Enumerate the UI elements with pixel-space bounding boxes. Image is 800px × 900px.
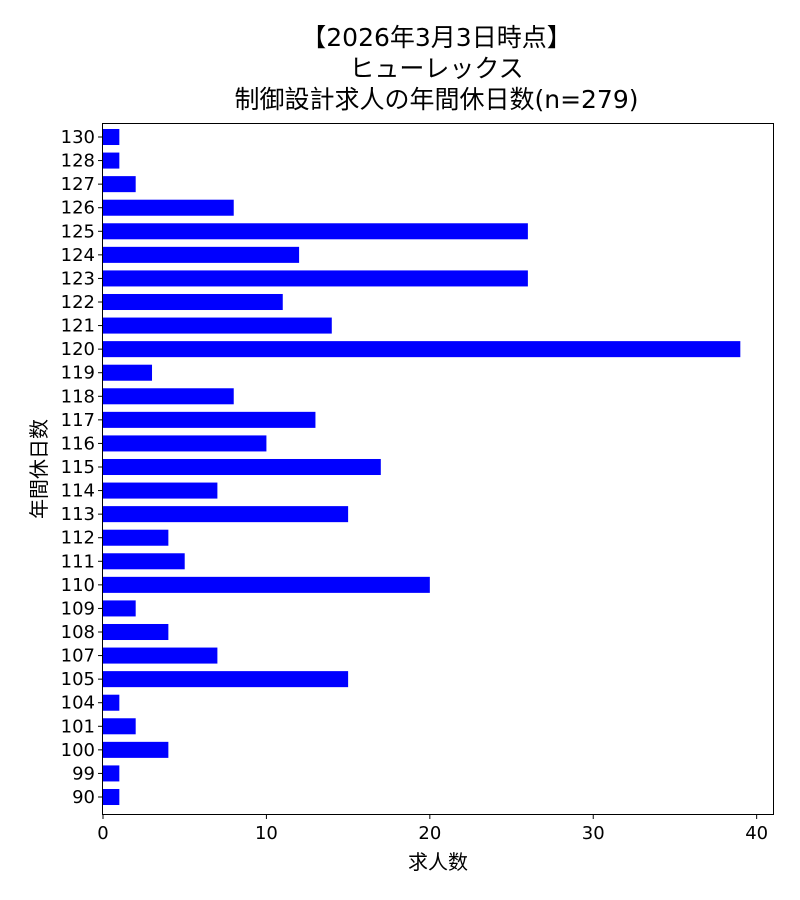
y-tick-label: 119 bbox=[61, 363, 95, 384]
bar-124 bbox=[103, 246, 300, 263]
y-tick-label: 128 bbox=[61, 151, 95, 172]
bar-110 bbox=[103, 576, 430, 593]
bar-113 bbox=[103, 506, 349, 523]
bar-115 bbox=[103, 458, 381, 476]
bar-122 bbox=[103, 293, 283, 311]
y-tick-label: 120 bbox=[61, 339, 95, 360]
y-tick-label: 90 bbox=[72, 787, 95, 808]
y-tick-label: 105 bbox=[61, 669, 95, 690]
title-line-3: 制御設計求人の年間休日数(n=279) bbox=[234, 85, 639, 114]
y-tick-label: 101 bbox=[61, 716, 95, 737]
y-tick-label: 108 bbox=[61, 622, 95, 643]
y-tick-label: 121 bbox=[61, 316, 95, 337]
bar-118 bbox=[103, 388, 234, 405]
plot-frame bbox=[102, 123, 774, 815]
y-tick-label: 107 bbox=[61, 646, 95, 667]
bar-123 bbox=[103, 270, 528, 287]
y-tick-label: 104 bbox=[61, 693, 95, 714]
bar-127 bbox=[103, 176, 136, 193]
y-tick-label: 123 bbox=[61, 268, 95, 289]
bar-105 bbox=[103, 671, 349, 688]
y-tick-label: 124 bbox=[61, 245, 95, 266]
bar-126 bbox=[103, 199, 234, 216]
x-tick-label: 30 bbox=[582, 823, 605, 844]
bar-111 bbox=[103, 553, 185, 570]
y-tick-label: 130 bbox=[61, 127, 95, 148]
bar-112 bbox=[103, 529, 169, 546]
bar-109 bbox=[103, 600, 136, 617]
bar-128 bbox=[103, 152, 120, 169]
bar-125 bbox=[103, 223, 528, 240]
bar-130 bbox=[103, 128, 120, 146]
bar-107 bbox=[103, 647, 218, 664]
bars-group bbox=[103, 128, 741, 806]
bar-117 bbox=[103, 411, 316, 428]
y-tick-label: 122 bbox=[61, 292, 95, 313]
y-tick-label: 99 bbox=[72, 763, 95, 784]
y-tick-label: 113 bbox=[61, 504, 95, 525]
bar-114 bbox=[103, 482, 218, 499]
bar-108 bbox=[103, 623, 169, 641]
bar-90 bbox=[103, 788, 120, 806]
x-ticks: 0 10 20 30 40 bbox=[97, 814, 768, 844]
y-tick-label: 117 bbox=[61, 410, 95, 431]
y-tick-label: 111 bbox=[61, 551, 95, 572]
y-tick-label: 118 bbox=[61, 386, 95, 407]
bar-101 bbox=[103, 718, 136, 735]
bar-100 bbox=[103, 741, 169, 758]
bar-99 bbox=[103, 765, 120, 782]
y-tick-label: 116 bbox=[61, 433, 95, 454]
bar-120 bbox=[103, 341, 741, 358]
y-tick-label: 127 bbox=[61, 174, 95, 195]
x-tick-label: 0 bbox=[97, 823, 108, 844]
y-tick-label: 115 bbox=[61, 457, 95, 478]
bar-119 bbox=[103, 364, 153, 381]
x-tick-label: 10 bbox=[255, 823, 278, 844]
y-tick-label: 100 bbox=[61, 740, 95, 761]
y-tick-label: 114 bbox=[61, 481, 95, 502]
x-tick-label: 40 bbox=[745, 823, 768, 844]
y-axis-label: 年間休日数 bbox=[27, 419, 51, 519]
x-axis-label: 求人数 bbox=[408, 850, 468, 874]
x-tick-label: 20 bbox=[418, 823, 441, 844]
bar-121 bbox=[103, 317, 332, 334]
bar-116 bbox=[103, 435, 267, 452]
title-line-1: 【2026年3月3日時点】 bbox=[301, 23, 572, 52]
chart-title: 【2026年3月3日時点】 ヒューレックス 制御設計求人の年間休日数(n=279… bbox=[100, 22, 773, 115]
y-tick-label: 125 bbox=[61, 221, 95, 242]
y-tick-label: 126 bbox=[61, 198, 95, 219]
y-tick-label: 109 bbox=[61, 598, 95, 619]
title-line-2: ヒューレックス bbox=[349, 54, 524, 83]
y-tick-label: 112 bbox=[61, 528, 95, 549]
y-tick-label: 110 bbox=[61, 575, 95, 596]
bar-104 bbox=[103, 694, 120, 711]
